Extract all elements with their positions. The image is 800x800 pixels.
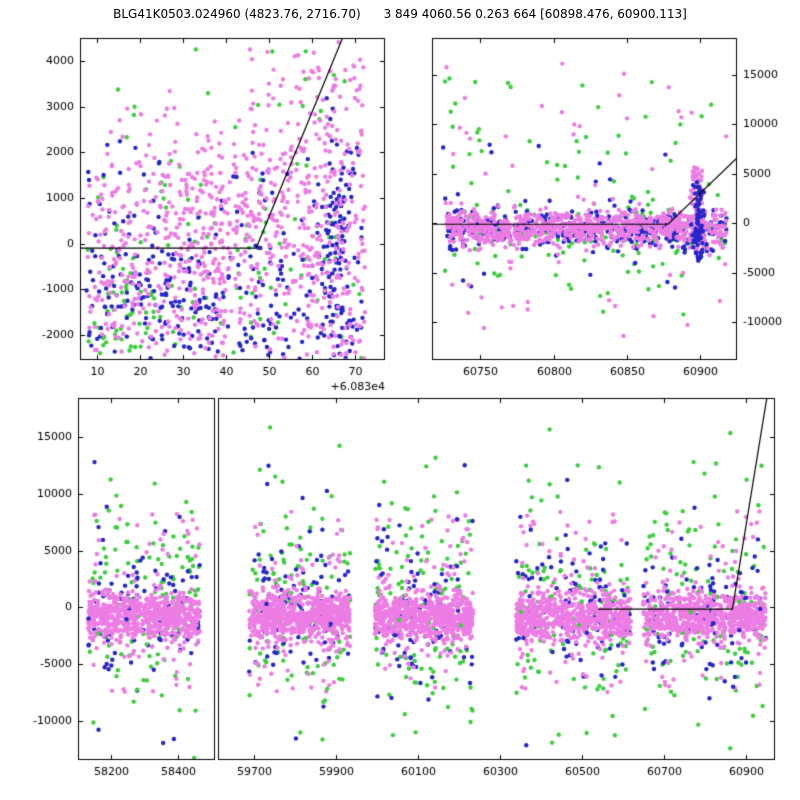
- figure-title: BLG41K0503.024960 (4823.76, 2716.70) 3 8…: [113, 7, 687, 21]
